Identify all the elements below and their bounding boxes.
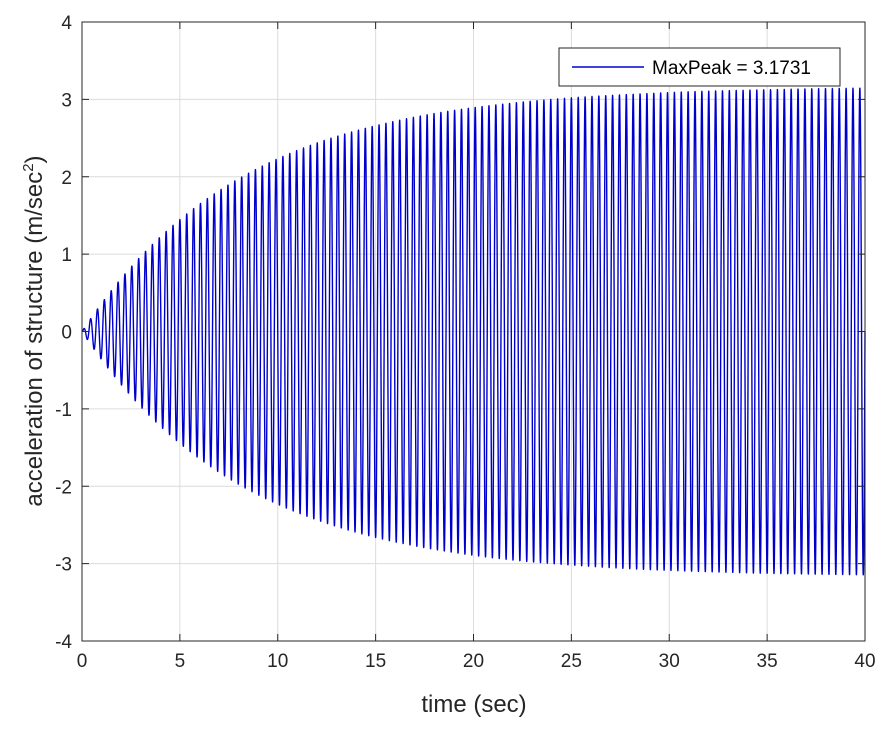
x-tick-label: 35 — [757, 651, 778, 672]
x-tick-label: 25 — [561, 651, 582, 672]
y-tick-label: 3 — [61, 90, 72, 111]
y-axis-label: acceleration of structure (m/sec2) — [20, 155, 48, 506]
x-tick-label: 15 — [365, 651, 386, 672]
x-tick-label: 20 — [463, 651, 484, 672]
y-axis-label-tail: ) — [21, 155, 48, 163]
y-tick-label: 4 — [61, 13, 72, 34]
x-tick-label: 40 — [854, 651, 875, 672]
series-layer — [81, 87, 866, 576]
y-axis-label-superscript: 2 — [20, 163, 37, 171]
y-tick-label: -4 — [55, 632, 72, 653]
x-tick-label: 10 — [267, 651, 288, 672]
y-axis-label-main: acceleration of structure (m/sec — [21, 172, 48, 507]
y-tick-label: 2 — [61, 168, 72, 189]
x-tick-label: 5 — [175, 651, 186, 672]
legend: MaxPeak = 3.1731 — [558, 47, 841, 87]
x-tick-label: 30 — [659, 651, 680, 672]
y-tick-label: -1 — [55, 400, 72, 421]
y-tick-label: -2 — [55, 477, 72, 498]
series-line — [81, 87, 866, 576]
x-tick-label: 0 — [77, 651, 88, 672]
legend-label: MaxPeak = 3.1731 — [652, 58, 811, 79]
y-tick-label: 0 — [61, 323, 72, 344]
y-tick-label: 1 — [61, 245, 72, 266]
y-tick-label: -3 — [55, 555, 72, 576]
x-axis-label: time (sec) — [421, 691, 526, 718]
ticks: 0 5 10 15 20 25 30 35 40 -4 -3 -2 -1 0 1 2 3 4 — [55, 13, 875, 672]
